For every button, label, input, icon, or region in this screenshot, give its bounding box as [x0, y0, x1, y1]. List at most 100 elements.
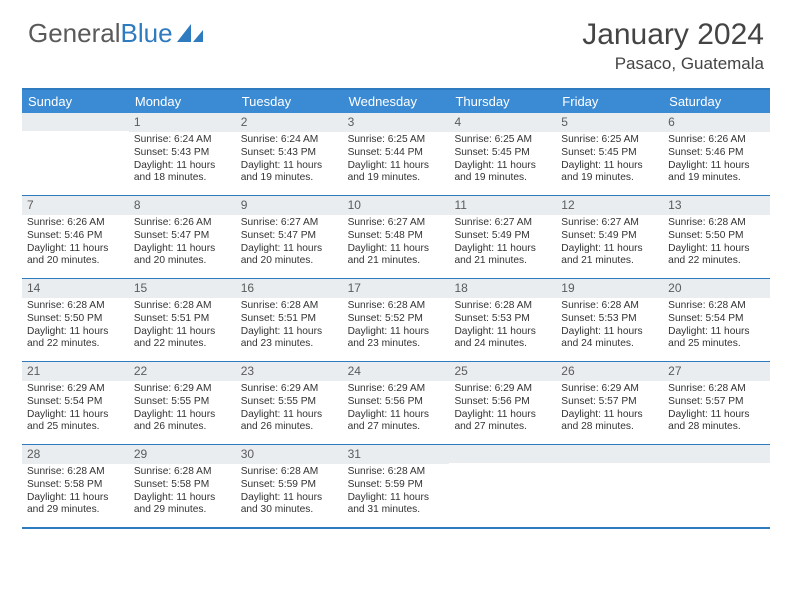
cell-body: Sunrise: 6:24 AMSunset: 5:43 PMDaylight:… — [129, 132, 236, 189]
day-header: Friday — [556, 90, 663, 113]
sunrise-text: Sunrise: 6:25 AM — [561, 134, 658, 147]
day-number: 9 — [236, 196, 343, 215]
day-number: 24 — [343, 362, 450, 381]
sunset-text: Sunset: 5:53 PM — [561, 313, 658, 326]
sunrise-text: Sunrise: 6:28 AM — [668, 300, 765, 313]
day-number: 13 — [663, 196, 770, 215]
day-number: 4 — [449, 113, 556, 132]
sunset-text: Sunset: 5:49 PM — [561, 230, 658, 243]
daylight-text: Daylight: 11 hours and 18 minutes. — [134, 160, 231, 186]
sunrise-text: Sunrise: 6:27 AM — [561, 217, 658, 230]
sunrise-text: Sunrise: 6:28 AM — [27, 466, 124, 479]
calendar-cell — [663, 445, 770, 527]
day-number: 28 — [22, 445, 129, 464]
calendar-cell: 4Sunrise: 6:25 AMSunset: 5:45 PMDaylight… — [449, 113, 556, 195]
day-number: 6 — [663, 113, 770, 132]
daylight-text: Daylight: 11 hours and 19 minutes. — [348, 160, 445, 186]
sunrise-text: Sunrise: 6:28 AM — [27, 300, 124, 313]
logo-text-blue: Blue — [121, 18, 173, 49]
calendar-cell: 12 Sunrise: 6:27 AMSunset: 5:49 PMDayligh… — [556, 196, 663, 278]
calendar-cell: 7Sunrise: 6:26 AMSunset: 5:46 PMDaylight… — [22, 196, 129, 278]
calendar-cell: 27Sunrise: 6:28 AMSunset: 5:57 PMDayligh… — [663, 362, 770, 444]
calendar-cell: 19Sunrise: 6:28 AMSunset: 5:53 PMDayligh… — [556, 279, 663, 361]
day-number: 27 — [663, 362, 770, 381]
sunrise-text: Sunrise: 6:29 AM — [241, 383, 338, 396]
calendar-week: 21Sunrise: 6:29 AMSunset: 5:54 PMDayligh… — [22, 362, 770, 445]
calendar-week: 1Sunrise: 6:24 AMSunset: 5:43 PMDaylight… — [22, 113, 770, 196]
sunset-text: Sunset: 5:55 PM — [241, 396, 338, 409]
cell-body: Sunrise: 6:27 AMSunset: 5:47 PMDaylight:… — [236, 215, 343, 272]
cell-body: Sunrise: 6:28 AMSunset: 5:51 PMDaylight:… — [129, 298, 236, 355]
sunrise-text: Sunrise: 6:27 AM — [454, 217, 551, 230]
calendar-cell: 20Sunrise: 6:28 AMSunset: 5:54 PMDayligh… — [663, 279, 770, 361]
cell-body: Sunrise: 6:27 AMSunset: 5:48 PMDaylight:… — [343, 215, 450, 272]
daylight-text: Daylight: 11 hours and 26 minutes. — [134, 409, 231, 435]
day-number: 15 — [129, 279, 236, 298]
sunset-text: Sunset: 5:56 PM — [348, 396, 445, 409]
day-header: Thursday — [449, 90, 556, 113]
day-number: 2 — [236, 113, 343, 132]
day-number — [556, 445, 663, 463]
sunset-text: Sunset: 5:51 PM — [241, 313, 338, 326]
day-header: Saturday — [663, 90, 770, 113]
daylight-text: Daylight: 11 hours and 31 minutes. — [348, 492, 445, 518]
daylight-text: Daylight: 11 hours and 21 minutes. — [454, 243, 551, 269]
sunrise-text: Sunrise: 6:28 AM — [348, 466, 445, 479]
calendar-cell: 26Sunrise: 6:29 AMSunset: 5:57 PMDayligh… — [556, 362, 663, 444]
cell-body: Sunrise: 6:28 AMSunset: 5:54 PMDaylight:… — [663, 298, 770, 355]
daylight-text: Daylight: 11 hours and 20 minutes. — [134, 243, 231, 269]
sunrise-text: Sunrise: 6:28 AM — [668, 383, 765, 396]
sunrise-text: Sunrise: 6:27 AM — [241, 217, 338, 230]
daylight-text: Daylight: 11 hours and 21 minutes. — [348, 243, 445, 269]
sunset-text: Sunset: 5:53 PM — [454, 313, 551, 326]
sunrise-text: Sunrise: 6:28 AM — [134, 466, 231, 479]
daylight-text: Daylight: 11 hours and 21 minutes. — [561, 243, 658, 269]
sunrise-text: Sunrise: 6:29 AM — [27, 383, 124, 396]
cell-body: Sunrise: 6:28 AMSunset: 5:53 PMDaylight:… — [556, 298, 663, 355]
day-number: 31 — [343, 445, 450, 464]
sunrise-text: Sunrise: 6:28 AM — [241, 466, 338, 479]
sunset-text: Sunset: 5:45 PM — [454, 147, 551, 160]
logo-text-general: General — [28, 18, 121, 49]
day-number: 10 — [343, 196, 450, 215]
cell-body: Sunrise: 6:29 AMSunset: 5:55 PMDaylight:… — [236, 381, 343, 438]
calendar-cell: 25Sunrise: 6:29 AMSunset: 5:56 PMDayligh… — [449, 362, 556, 444]
calendar-cell — [449, 445, 556, 527]
day-header: Tuesday — [236, 90, 343, 113]
cell-body: Sunrise: 6:28 AMSunset: 5:52 PMDaylight:… — [343, 298, 450, 355]
calendar-cell: 11Sunrise: 6:27 AMSunset: 5:49 PMDayligh… — [449, 196, 556, 278]
calendar-cell: 6Sunrise: 6:26 AMSunset: 5:46 PMDaylight… — [663, 113, 770, 195]
sunrise-text: Sunrise: 6:29 AM — [561, 383, 658, 396]
day-header: Monday — [129, 90, 236, 113]
daylight-text: Daylight: 11 hours and 27 minutes. — [454, 409, 551, 435]
calendar-cell: 2Sunrise: 6:24 AMSunset: 5:43 PMDaylight… — [236, 113, 343, 195]
daylight-text: Daylight: 11 hours and 26 minutes. — [241, 409, 338, 435]
daylight-text: Daylight: 11 hours and 27 minutes. — [348, 409, 445, 435]
cell-body: Sunrise: 6:28 AMSunset: 5:59 PMDaylight:… — [343, 464, 450, 521]
calendar-cell: 3Sunrise: 6:25 AMSunset: 5:44 PMDaylight… — [343, 113, 450, 195]
calendar-cell: 10Sunrise: 6:27 AMSunset: 5:48 PMDayligh… — [343, 196, 450, 278]
calendar-cell: 31Sunrise: 6:28 AMSunset: 5:59 PMDayligh… — [343, 445, 450, 527]
sunrise-text: Sunrise: 6:28 AM — [454, 300, 551, 313]
day-header: Sunday — [22, 90, 129, 113]
sunrise-text: Sunrise: 6:28 AM — [561, 300, 658, 313]
sunset-text: Sunset: 5:59 PM — [241, 479, 338, 492]
daylight-text: Daylight: 11 hours and 24 minutes. — [454, 326, 551, 352]
logo-sail-icon — [177, 24, 203, 44]
calendar-cell: 28Sunrise: 6:28 AMSunset: 5:58 PMDayligh… — [22, 445, 129, 527]
cell-body: Sunrise: 6:25 AMSunset: 5:45 PMDaylight:… — [449, 132, 556, 189]
sunset-text: Sunset: 5:59 PM — [348, 479, 445, 492]
cell-body: Sunrise: 6:28 AMSunset: 5:59 PMDaylight:… — [236, 464, 343, 521]
day-number: 7 — [22, 196, 129, 215]
day-number: 22 — [129, 362, 236, 381]
daylight-text: Daylight: 11 hours and 25 minutes. — [668, 326, 765, 352]
day-header: Wednesday — [343, 90, 450, 113]
logo: GeneralBlue — [28, 18, 203, 49]
day-number: 16 — [236, 279, 343, 298]
calendar-cell: 21Sunrise: 6:29 AMSunset: 5:54 PMDayligh… — [22, 362, 129, 444]
daylight-text: Daylight: 11 hours and 19 minutes. — [561, 160, 658, 186]
day-number: 12 — [556, 196, 663, 215]
day-number: 20 — [663, 279, 770, 298]
sunrise-text: Sunrise: 6:28 AM — [134, 300, 231, 313]
daylight-text: Daylight: 11 hours and 30 minutes. — [241, 492, 338, 518]
